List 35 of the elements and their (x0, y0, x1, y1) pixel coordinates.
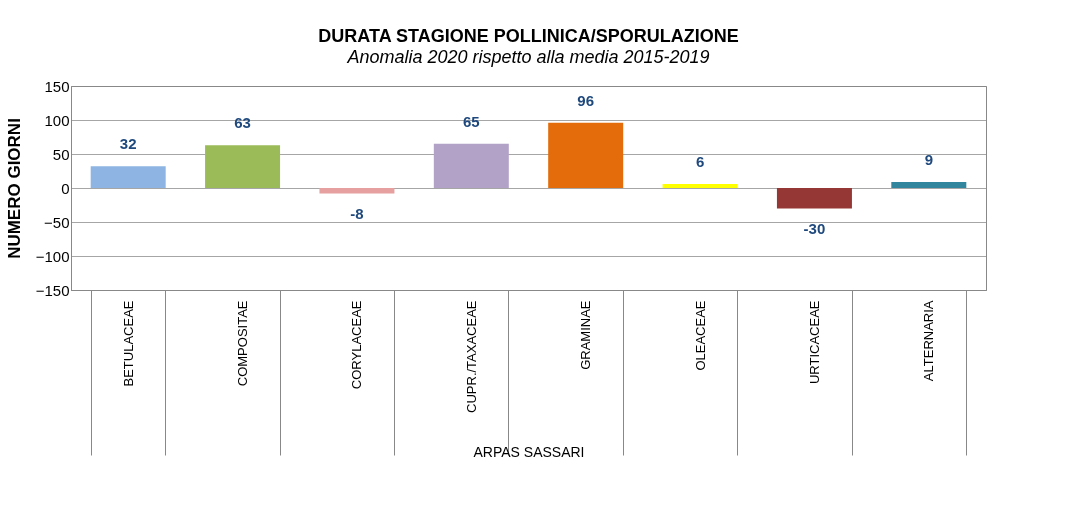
y-tick-label: 0 (61, 179, 70, 197)
bar (776, 188, 852, 209)
data-label: 6 (695, 152, 705, 170)
data-label: 32 (119, 135, 137, 153)
data-label: 63 (234, 114, 251, 132)
x-tick-label: GRAMINAE (578, 300, 594, 370)
x-tick-label: BETULACEAE (120, 300, 136, 387)
x-tick-label: OLEACEAE (692, 300, 708, 371)
bar (90, 166, 166, 188)
y-tick-label: −150 (35, 281, 70, 299)
bar (433, 143, 509, 188)
data-label: -30 (803, 220, 826, 238)
data-label: 96 (577, 91, 595, 109)
chart-title: DURATA STAGIONE POLLINICA/SPORULAZIONE (318, 26, 739, 46)
y-tick-label: −100 (35, 247, 70, 265)
data-label: -8 (350, 205, 364, 223)
bar (319, 188, 395, 194)
data-label: 9 (924, 150, 933, 168)
y-tick-label: 150 (44, 77, 70, 95)
y-axis-title: NUMERO GIORNI (4, 118, 24, 259)
bar (548, 122, 624, 188)
bar (891, 181, 967, 188)
x-tick-label: CUPR./TAXACEAE (463, 300, 479, 413)
y-tick-label: 50 (52, 145, 70, 163)
chart-subtitle: Anomalia 2020 rispetto alla media 2015-2019 (346, 47, 710, 67)
y-tick-label: 100 (44, 111, 70, 129)
x-tick-label: ALTERNARIA (921, 300, 937, 382)
bar (205, 145, 281, 188)
x-tick-label: COMPOSITAE (235, 300, 251, 387)
data-label: 65 (462, 112, 480, 130)
x-tick-label: URTICACEAE (806, 300, 822, 385)
x-tick-label: CORYLACEAE (349, 300, 365, 390)
y-tick-label: −50 (44, 213, 70, 231)
bar (662, 183, 738, 188)
x-axis-title: ARPAS SASSARI (473, 444, 585, 460)
